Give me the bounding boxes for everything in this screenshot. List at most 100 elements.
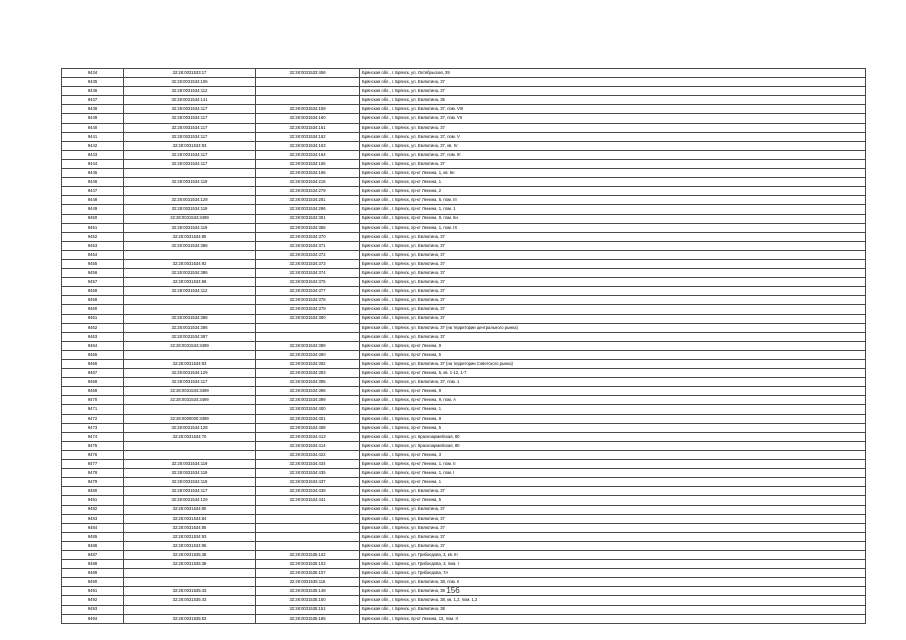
cell-building-cadastral-number: 32:28:0031534:386 xyxy=(123,240,256,251)
table-row: 9459 32:28:0031534:378 Брянская обл., г. Б… xyxy=(61,295,866,306)
cell-premises-cadastral-number xyxy=(255,540,360,551)
cell-record-number: 9444 xyxy=(61,158,124,170)
cell-record-number: 9479 xyxy=(61,477,124,488)
cell-building-cadastral-number: 32:28:0031534:117 xyxy=(123,158,256,170)
cell-address: Брянская обл., г. Брянск, ул. Емлютина, … xyxy=(359,295,866,306)
cell-record-number: 9440 xyxy=(61,122,124,133)
cell-address: Брянская обл., г. Брянск, пр-кт Ленина, … xyxy=(359,477,866,488)
cell-record-number: 9456 xyxy=(61,268,124,279)
cell-address: Брянская обл., г. Брянск, ул. Емлютина, … xyxy=(359,604,866,615)
table-row: 9488 32:28:0031535:38 32:28:0031535:103 Бря… xyxy=(61,559,866,570)
cell-building-cadastral-number: 32:28:0031535:53 xyxy=(123,613,256,624)
cell-building-cadastral-number: 32:28:0031534:386 xyxy=(123,313,256,324)
cell-address: Брянская обл., г. Брянск, ул. Емлютина, … xyxy=(359,104,866,115)
cell-premises-cadastral-number: 32:28:0031534:281 xyxy=(255,195,360,206)
cell-building-cadastral-number: 32:28:0031533:17 xyxy=(123,67,256,79)
cell-building-cadastral-number: 32:28:0031534:119 xyxy=(123,459,256,470)
cell-address: Брянская обл., г. Брянск, ул. Красноарме… xyxy=(359,440,866,451)
cell-building-cadastral-number: 32:28:0031534:112 xyxy=(123,286,256,297)
cell-record-number: 9494 xyxy=(61,613,124,624)
cell-premises-cadastral-number xyxy=(255,95,360,106)
table-row: 9482 32:28:0031534:80 Брянская обл., г. Бр… xyxy=(61,504,866,515)
cell-record-number: 9474 xyxy=(61,431,124,442)
cell-address: Брянская обл., г. Брянск, ул. Емлютина, … xyxy=(359,595,866,606)
table-row: 9448 32:28:0031534:129 32:28:0031534:281 Бр… xyxy=(61,195,866,206)
cell-building-cadastral-number: 32:28:0031534:95 xyxy=(123,540,256,551)
cell-record-number: 9476 xyxy=(61,449,124,461)
cell-address: Брянская обл., г. Брянск, ул. Емлютина, … xyxy=(359,322,866,333)
cell-building-cadastral-number: 32:28:0031534:387 xyxy=(123,331,256,342)
cell-premises-cadastral-number: 32:28:0031534:371 xyxy=(255,240,360,251)
cell-building-cadastral-number: 32:28:0031534:3499 xyxy=(123,213,256,224)
cell-premises-cadastral-number: 32:28:0031534:437 xyxy=(255,477,360,488)
table-row: 9460 32:28:0031534:379 Брянская обл., г. Б… xyxy=(61,304,866,315)
cell-premises-cadastral-number: 32:28:0031534:380 xyxy=(255,313,360,324)
table-row: 9475 32:28:0031534:414 Брянская обл., г. Б… xyxy=(61,440,866,451)
cell-record-number: 9439 xyxy=(61,113,124,124)
cell-premises-cadastral-number: 32:28:0031534:375 xyxy=(255,277,360,288)
cell-address: Брянская обл., г. Брянск, пр-кт Ленина, … xyxy=(359,368,866,379)
table-row: 9483 32:28:0031534:84 Брянская обл., г. Бр… xyxy=(61,513,866,524)
cell-building-cadastral-number: 32:28:0031534:386 xyxy=(123,268,256,279)
cell-record-number: 9435 xyxy=(61,77,124,88)
cell-record-number: 9486 xyxy=(61,540,124,551)
cell-record-number: 9455 xyxy=(61,258,124,270)
cell-address: Брянская обл., г. Брянск, пр-кт Ленина, … xyxy=(359,204,866,215)
cell-address: Брянская обл., г. Брянск, пр-кт Ленина, … xyxy=(359,413,866,424)
cell-building-cadastral-number xyxy=(123,440,256,451)
cell-address: Брянская обл., г. Брянск, ул. Емлютина, … xyxy=(359,277,866,288)
cell-address: Брянская обл., г. Брянск, ул. Емлютина, … xyxy=(359,249,866,260)
cell-building-cadastral-number: 32:28:0031534:93 xyxy=(123,140,256,151)
table-row: 9481 32:28:0031534:129 32:28:0031534:441 Бр… xyxy=(61,495,866,506)
cell-building-cadastral-number xyxy=(123,186,256,197)
cell-building-cadastral-number: 32:28:0031534:119 xyxy=(123,177,256,188)
cell-address: Брянская обл., г. Брянск, ул. Емлютина, … xyxy=(359,513,866,524)
cell-premises-cadastral-number: 32:28:0031534:279 xyxy=(255,186,360,197)
cell-record-number: 9452 xyxy=(61,231,124,242)
cell-address: Брянская обл., г. Брянск, ул. Емлютина, … xyxy=(359,304,866,315)
cell-address: Брянская обл., г. Брянск, ул. Емлютина, … xyxy=(359,77,866,88)
cell-premises-cadastral-number: 32:28:0031533:456 xyxy=(255,67,360,79)
cell-address: Брянская обл., г. Брянск, пр-кт Ленина, … xyxy=(359,613,866,624)
cell-premises-cadastral-number: 32:28:0031534:389 xyxy=(255,340,360,351)
cell-building-cadastral-number: 32:28:0031534:3499 xyxy=(123,395,256,406)
cell-record-number: 9437 xyxy=(61,95,124,106)
table-row: 9479 32:28:0031534:119 32:28:0031534:437 Бр… xyxy=(61,477,866,488)
cell-record-number: 9480 xyxy=(61,486,124,497)
cell-building-cadastral-number: 32:28:0031535:38 xyxy=(123,549,256,561)
cell-record-number: 9465 xyxy=(61,349,124,361)
cell-building-cadastral-number: 32:28:0031534:106 xyxy=(123,77,256,88)
cell-address: Брянская обл., г. Брянск, ул. Октябрьска… xyxy=(359,67,866,79)
cell-premises-cadastral-number: 32:28:0031534:408 xyxy=(255,422,360,433)
table-row: 9487 32:28:0031535:38 32:28:0031535:102 Бря… xyxy=(61,549,866,561)
cell-premises-cadastral-number: 32:28:0031534:370 xyxy=(255,231,360,242)
cell-record-number: 9482 xyxy=(61,504,124,515)
cell-record-number: 9473 xyxy=(61,422,124,433)
cell-address: Брянская обл., г. Брянск, ул. Емлютина, … xyxy=(359,240,866,251)
cell-address: Брянская обл., г. Брянск, пр-кт Ленина, … xyxy=(359,495,866,506)
table-row: 9465 32:28:0031534:390 Брянская обл., г. Б… xyxy=(61,349,866,361)
cell-building-cadastral-number: 32:28:0031534:117 xyxy=(123,377,256,388)
cell-premises-cadastral-number xyxy=(255,513,360,524)
cell-building-cadastral-number: 32:28:0031534:119 xyxy=(123,204,256,215)
table-row: 9493 32:28:0031535:151 Брянская обл., г. Б… xyxy=(61,604,866,615)
cell-building-cadastral-number: 32:28:0031534:3499 xyxy=(123,386,256,397)
cell-address: Брянская обл., г. Брянск, пр-кт Ленина, … xyxy=(359,340,866,351)
cell-record-number: 9471 xyxy=(61,404,124,415)
cell-record-number: 9453 xyxy=(61,240,124,251)
table-row: 9439 32:28:0031534:117 32:28:0031534:160 Бр… xyxy=(61,113,866,124)
cell-building-cadastral-number: 32:28:0031534:92 xyxy=(123,258,256,270)
cell-premises-cadastral-number: 32:28:0031534:162 xyxy=(255,131,360,142)
cell-record-number: 9481 xyxy=(61,495,124,506)
table-row: 9441 32:28:0031534:117 32:28:0031534:162 Бр… xyxy=(61,131,866,142)
cell-record-number: 9443 xyxy=(61,149,124,160)
cell-premises-cadastral-number: 32:28:0031534:296 xyxy=(255,204,360,215)
cell-premises-cadastral-number: 32:28:0031534:378 xyxy=(255,295,360,306)
table-row: 9452 32:28:0031534:85 32:28:0031534:370 Бря… xyxy=(61,231,866,242)
cell-address: Брянская обл., г. Брянск, ул. Емлютина, … xyxy=(359,95,866,106)
cell-address: Брянская обл., г. Брянск, ул. Грибоедова… xyxy=(359,549,866,561)
cell-building-cadastral-number xyxy=(123,349,256,361)
cell-address: Брянская обл., г. Брянск, ул. Емлютина, … xyxy=(359,504,866,515)
cell-premises-cadastral-number: 32:28:0031535:185 xyxy=(255,613,360,624)
cell-record-number: 9468 xyxy=(61,377,124,388)
